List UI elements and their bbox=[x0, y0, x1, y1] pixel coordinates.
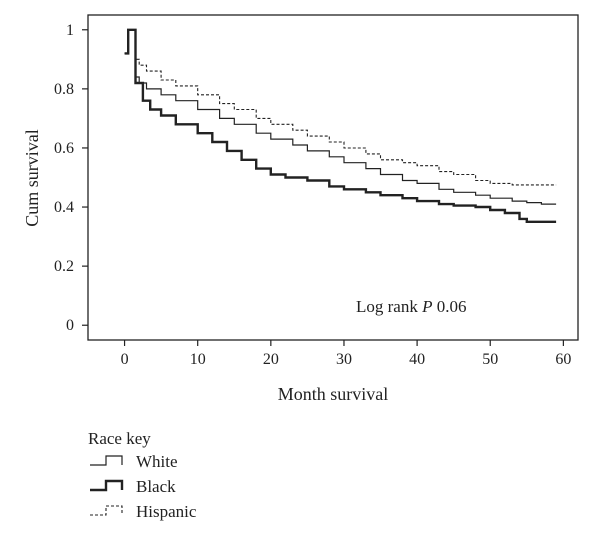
x-tick-label: 40 bbox=[409, 351, 425, 368]
legend-swatch-white bbox=[90, 455, 123, 466]
log-rank-value: 0.06 bbox=[432, 297, 466, 316]
x-tick-label: 30 bbox=[336, 351, 352, 368]
y-axis-ticks: 0 0.2 0.4 0.6 0.8 1 bbox=[54, 22, 88, 334]
x-tick-label: 10 bbox=[190, 351, 206, 368]
y-axis-label: Cum survival bbox=[22, 129, 42, 227]
series-line-white bbox=[124, 29, 557, 205]
log-rank-prefix: Log rank bbox=[356, 297, 422, 316]
x-axis-label: Month survival bbox=[278, 384, 389, 404]
legend: Race key White Black Hispanic bbox=[88, 429, 197, 521]
y-tick-label: 0.2 bbox=[54, 258, 74, 275]
x-tick-label: 20 bbox=[263, 351, 279, 368]
legend-swatch-black bbox=[90, 479, 124, 492]
y-tick-label: 0.8 bbox=[54, 81, 74, 98]
y-tick-label: 0 bbox=[66, 317, 74, 334]
y-tick-label: 1 bbox=[66, 22, 74, 39]
y-tick-label: 0.4 bbox=[54, 199, 74, 216]
x-tick-label: 50 bbox=[482, 351, 498, 368]
series-line-black bbox=[124, 28, 557, 223]
log-rank-annotation: Log rank P 0.06 bbox=[356, 297, 466, 316]
legend-label-hispanic: Hispanic bbox=[136, 502, 197, 521]
legend-swatch-hispanic bbox=[90, 505, 123, 516]
legend-title: Race key bbox=[88, 429, 151, 448]
series-lines bbox=[124, 28, 557, 223]
x-tick-label: 60 bbox=[555, 351, 571, 368]
series-line-hispanic bbox=[124, 29, 557, 186]
log-rank-p: P bbox=[421, 297, 432, 316]
y-tick-label: 0.6 bbox=[54, 140, 74, 157]
x-axis-ticks: 0 10 20 30 40 50 60 bbox=[121, 340, 571, 368]
plot-frame bbox=[87, 14, 579, 341]
legend-label-black: Black bbox=[136, 477, 176, 496]
legend-label-white: White bbox=[136, 452, 178, 471]
x-tick-label: 0 bbox=[121, 351, 129, 368]
